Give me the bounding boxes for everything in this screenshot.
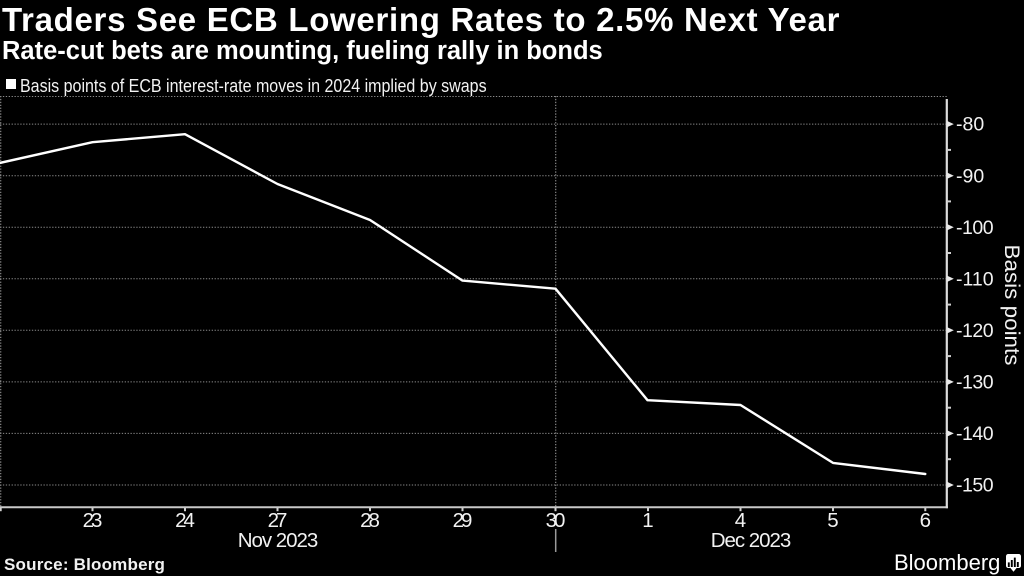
svg-text:4: 4 [735, 509, 746, 532]
svg-text:28: 28 [360, 509, 380, 532]
svg-text:Basis points: Basis points [1000, 245, 1023, 366]
svg-text:Nov 2023: Nov 2023 [238, 529, 319, 552]
svg-text:-80: -80 [956, 114, 984, 136]
svg-text:30: 30 [546, 509, 566, 532]
svg-text:-130: -130 [956, 372, 994, 394]
svg-text:-110: -110 [956, 268, 994, 290]
svg-text:1: 1 [642, 509, 653, 532]
svg-text:-90: -90 [956, 165, 984, 187]
svg-text:24: 24 [175, 509, 195, 532]
svg-text:-140: -140 [956, 423, 994, 445]
svg-text:Dec 2023: Dec 2023 [711, 529, 792, 552]
svg-text:-120: -120 [956, 320, 994, 342]
svg-text:-100: -100 [956, 217, 994, 239]
svg-text:6: 6 [920, 509, 931, 532]
svg-text:-150: -150 [956, 475, 994, 497]
svg-text:5: 5 [827, 509, 838, 532]
svg-text:27: 27 [268, 509, 288, 532]
svg-text:29: 29 [453, 509, 473, 532]
svg-text:23: 23 [83, 509, 103, 532]
